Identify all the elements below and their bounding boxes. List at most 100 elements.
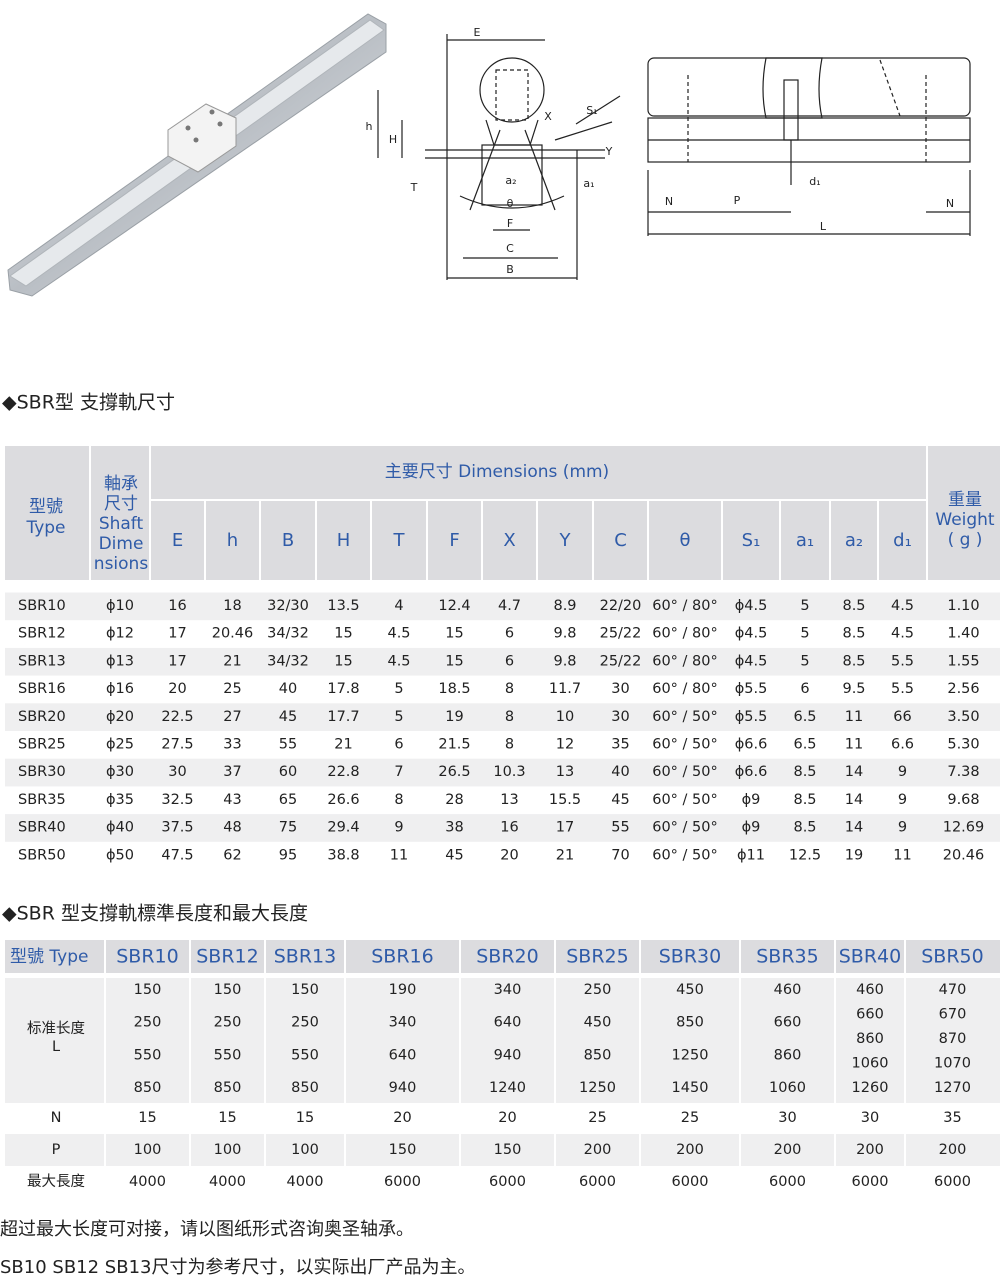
table-cell: 200 [584,1142,612,1158]
table-cell: 9.5 [842,681,865,697]
column-header: Y [559,530,572,551]
table-cell: 37 [223,764,241,780]
column-header: SBR20 [476,946,538,968]
diagram-label: T [410,181,418,194]
table-cell: 9.68 [947,792,979,808]
table-cell: 25 [223,681,241,697]
table-cell: 65 [279,792,297,808]
table-cell: 29.4 [327,820,359,836]
table-cell: 13 [500,792,518,808]
table-cell: ϕ5.5 [735,709,768,725]
table-cell: 60° / 80° [652,626,718,642]
table-cell: 6000 [579,1174,616,1190]
table-cell: 460 [774,982,802,998]
table-cell: 19 [845,847,863,863]
table-cell: 7 [394,764,403,780]
header-text: Type [25,518,65,538]
table-cell: 10 [556,709,574,725]
table-cell: 60° / 80° [652,598,718,614]
table-cell: 870 [939,1031,967,1047]
table-cell: 200 [856,1142,884,1158]
table-cell: 6000 [672,1174,709,1190]
table-cell: 1270 [934,1080,971,1096]
table-cell: 32.5 [161,792,193,808]
table-cell: 15 [138,1110,156,1126]
table-cell: 5 [394,681,403,697]
table-cell: 28 [445,792,463,808]
table-cell: 48 [223,820,241,836]
table-cell: SBR12 [18,626,66,642]
table-cell: 9 [898,820,907,836]
table-cell: 55 [611,820,629,836]
header-text: 型號 [29,497,63,517]
table-cell: 43 [223,792,241,808]
table-cell: 640 [389,1047,417,1063]
table-cell: 660 [774,1015,802,1031]
table-cell: 11.7 [549,681,581,697]
table-cell: 1250 [672,1047,709,1063]
table-cell: 14 [845,764,863,780]
table-cell: 11 [893,847,911,863]
table-cell: 850 [676,1015,704,1031]
table-cell: 150 [291,982,319,998]
column-header: d₁ [893,530,912,551]
table-cell: ϕ4.5 [735,653,768,669]
table-cell: 60° / 50° [652,792,718,808]
table-cell: 6.5 [793,737,816,753]
table-cell: 22.8 [327,764,359,780]
table-cell: 15 [334,653,352,669]
table-cell: 60° / 50° [652,764,718,780]
column-header: a₁ [796,530,814,551]
table-cell: 340 [389,1015,417,1031]
table-cell: 8.5 [793,820,816,836]
table-cell: 62 [223,847,241,863]
table-cell: 4000 [129,1174,166,1190]
table-cell: 34/32 [267,626,309,642]
row-bg [5,592,1000,621]
table-cell: 40 [279,681,297,697]
table-cell: 20.46 [212,626,254,642]
table-cell: 60° / 80° [652,653,718,669]
table-cell: 12 [556,737,574,753]
table-cell: 100 [291,1142,319,1158]
table-cell: 30 [168,764,186,780]
table-cell: SBR30 [18,764,66,780]
table-cell: ϕ30 [106,764,134,780]
table-cell: 45 [279,709,297,725]
diagram-label: C [506,242,514,255]
table-cell: 150 [494,1142,522,1158]
column-header: S₁ [742,530,761,551]
table-cell: 250 [291,1015,319,1031]
diagram-label: N [946,197,954,210]
table-cell: 27 [223,709,241,725]
table-cell: ϕ50 [106,847,134,863]
table-cell: 1240 [489,1080,526,1096]
row-label: L [52,1039,60,1055]
table-cell: 30 [861,1110,879,1126]
row-label: P [52,1142,61,1158]
table-cell: 18 [223,598,241,614]
table-cell: 60° / 50° [652,709,718,725]
table-cell: 5.30 [947,737,979,753]
table-cell: 30 [611,709,629,725]
table-cell: 1250 [579,1080,616,1096]
table-cell: 4.5 [387,626,410,642]
table-cell: 20 [393,1110,411,1126]
table-cell: 8.5 [842,598,865,614]
section-title: ◆SBR 型支撐軌標準長度和最大長度 [2,903,308,925]
column-header: SBR25 [566,946,628,968]
section-title: ◆SBR型 支撐軌尺寸 [2,392,175,414]
table-cell: 8.5 [842,653,865,669]
table-cell: 70 [611,847,629,863]
table-cell: 100 [134,1142,162,1158]
diagram-label: d₁ [809,175,820,188]
table-cell: ϕ9 [742,820,761,836]
table-cell: 25 [588,1110,606,1126]
table-cell: 33 [223,737,241,753]
header-text: Shaft [99,514,144,534]
table-cell: 30 [778,1110,796,1126]
header-text: 軸承 [104,474,138,494]
table-cell: 8 [505,737,514,753]
table-cell: 4000 [209,1174,246,1190]
